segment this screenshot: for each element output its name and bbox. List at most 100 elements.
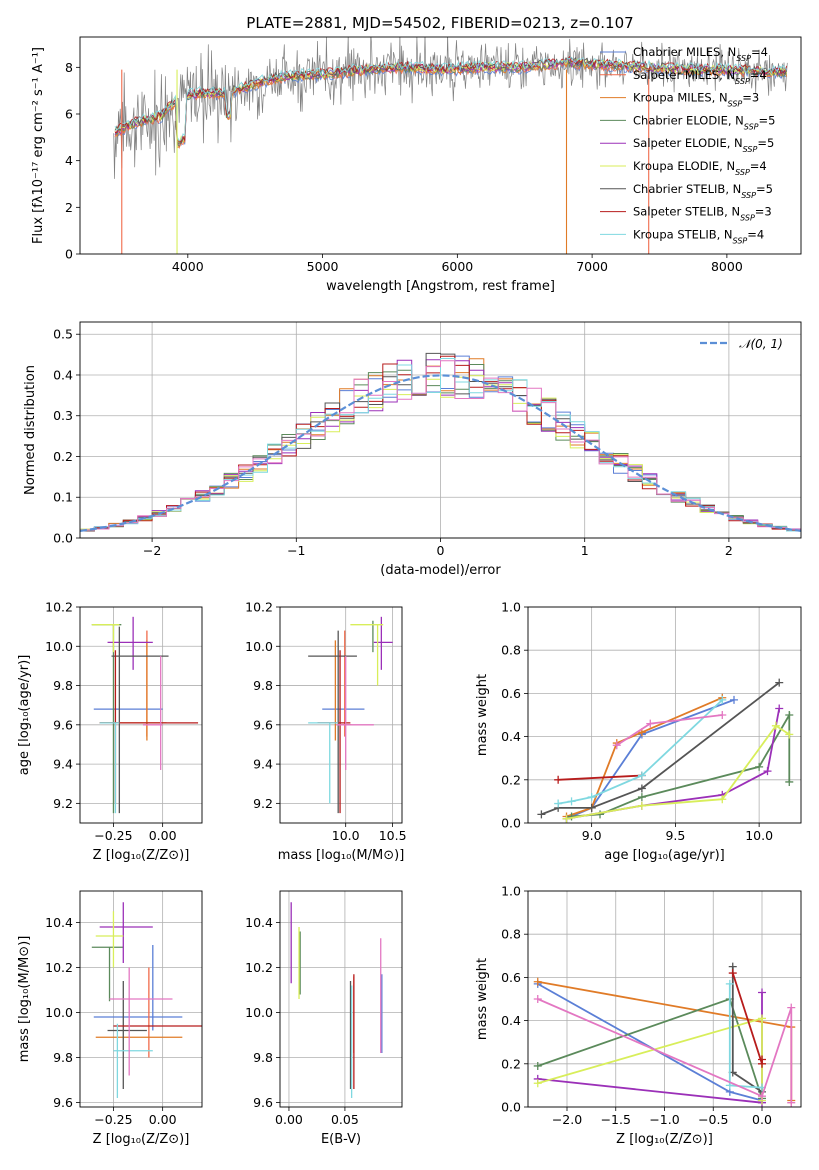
data-point [758,1055,766,1064]
age-vs-mass-panel: 10.0 10.5 9.2 9.4 9.6 9.8 10.0 10.2 mass [log₁₀(… [245,600,406,864]
axes-frame [279,890,403,1108]
y-tick-label: 1.0 [501,884,521,899]
y-tick-label: 0.4 [501,1013,521,1028]
legend-label: Salpeter MILES, NSSP=4 [633,68,767,86]
x-axis-label: age [log₁₀(age/yr)] [604,848,725,863]
data-point [533,977,542,986]
x-tick-label: 10.0 [332,828,360,843]
x-tick-label: 0.05 [331,1112,359,1127]
x-tick-label: 0.00 [149,828,177,843]
data-point [718,695,727,704]
y-tick-label: 9.6 [253,1095,273,1110]
mass-vs-ebv-panel: 0.00 0.05 9.6 9.8 10.0 10.2 10.4 E(B-V) [245,890,403,1147]
legend-label: Salpeter STELIB, NSSP=3 [633,205,772,223]
y-axis-label: mass weight [475,958,490,1040]
x-axis-label: Z [log₁₀(Z/Z⊙)] [616,1132,713,1147]
x-tick-label: −0.5 [698,1112,728,1127]
y-tick-label: 0.3 [53,408,73,423]
x-tick-label: 2 [725,543,733,558]
data-point [554,799,563,808]
data-point [718,711,727,719]
y-tick-label: 1.0 [501,600,521,615]
y-tick-label: 0.8 [501,643,521,658]
data-point [787,1003,796,1012]
data-point [533,1061,542,1070]
data-point [758,988,766,997]
legend-label: Chabrier MILES, NSSP=4 [633,45,768,63]
y-tick-label: 0.2 [501,772,521,787]
y-tick-label: 9.6 [53,1095,73,1110]
y-tick-label: 10.0 [245,639,273,654]
y-tick-label: 10.4 [45,915,73,930]
x-axis-label: Z [log₁₀(Z/Z⊙)] [93,1132,190,1147]
normal-curve [80,374,801,532]
legend-label: Kroupa ELODIE, NSSP=4 [633,159,767,177]
data-point [587,803,596,812]
x-tick-label: 0.0 [752,1112,772,1127]
y-tick-label: 0.4 [53,367,73,382]
y-axis-label: mass [log₁₀(M/M⊙)] [17,936,32,1063]
series-line [537,998,793,1103]
y-axis-label: Flux [fλ10⁻¹⁷ erg cm⁻² s⁻¹ A⁻¹] [31,47,46,244]
plot-area [290,902,383,1098]
plot-area [91,902,202,1098]
y-tick-label: 9.4 [253,757,273,772]
y-tick-label: 8 [65,60,73,75]
series-line [566,699,735,820]
data-point [537,810,546,819]
y-tick-label: 10.2 [245,600,273,615]
residual-histogram-panel: −2 −1 0 1 2 0.0 0.1 0.2 0.3 0.4 0.5 (data-model)/er… [23,321,802,578]
y-tick-label: 0.4 [501,729,521,744]
x-tick-label: 0 [437,543,445,558]
axes-frame [79,606,203,824]
y-tick-label: 9.2 [53,796,73,811]
y-tick-label: 9.2 [253,796,273,811]
y-tick-label: 0.5 [53,327,73,342]
data-point [554,775,563,784]
axes-frame [79,321,802,539]
y-tick-label: 9.6 [253,717,273,732]
data-point [775,678,784,687]
y-tick-label: 9.8 [53,678,73,693]
x-tick-label: 10.5 [379,828,407,843]
x-tick-label: 0.00 [149,1112,177,1127]
x-tick-label: 10.0 [745,828,773,843]
data-point [785,711,794,719]
plot-area [308,616,393,814]
legend-label: 𝒩(0, 1) [739,337,783,351]
x-tick-label: 1 [581,543,589,558]
x-tick-label: 7000 [576,259,608,274]
data-point [718,795,727,804]
y-tick-label: 0.8 [501,927,521,942]
x-axis-label: Z [log₁₀(Z/Z⊙)] [93,848,190,863]
legend-label: Kroupa MILES, NSSP=3 [633,91,759,109]
x-tick-label: 6000 [441,259,473,274]
y-tick-label: 0.2 [53,449,73,464]
legend-label: Kroupa STELIB, NSSP=4 [633,227,764,245]
y-axis-label: age [log₁₀(age/yr)] [17,655,32,776]
y-tick-label: 2 [65,200,73,215]
y-tick-label: 9.4 [53,757,73,772]
data-point [785,730,794,739]
x-tick-label: −1.0 [649,1112,679,1127]
y-axis-label: mass weight [475,674,490,756]
data-point [637,784,646,793]
data-point [755,762,764,771]
x-tick-label: −0.25 [94,1112,132,1127]
x-tick-label: 8000 [711,259,743,274]
data-point [787,1098,796,1107]
y-tick-label: 0.2 [501,1056,521,1071]
massweight-vs-age-panel: 9.0 9.5 10.0 0.0 0.2 0.4 0.6 0.8 1.0 age [log₁₀(a… [475,600,802,863]
series-line [558,774,642,781]
data-point [758,1092,766,1101]
plot-area [533,962,796,1107]
data-point [533,995,542,1003]
y-tick-label: 0.0 [501,816,521,831]
y-tick-label: 9.6 [53,717,73,732]
y-tick-label: 0.0 [53,531,73,546]
data-point [587,793,596,802]
data-point [533,1079,542,1088]
axes-frame [79,890,203,1108]
legend-label: Salpeter ELODIE, NSSP=5 [633,136,774,154]
x-tick-label: 9.0 [582,828,602,843]
